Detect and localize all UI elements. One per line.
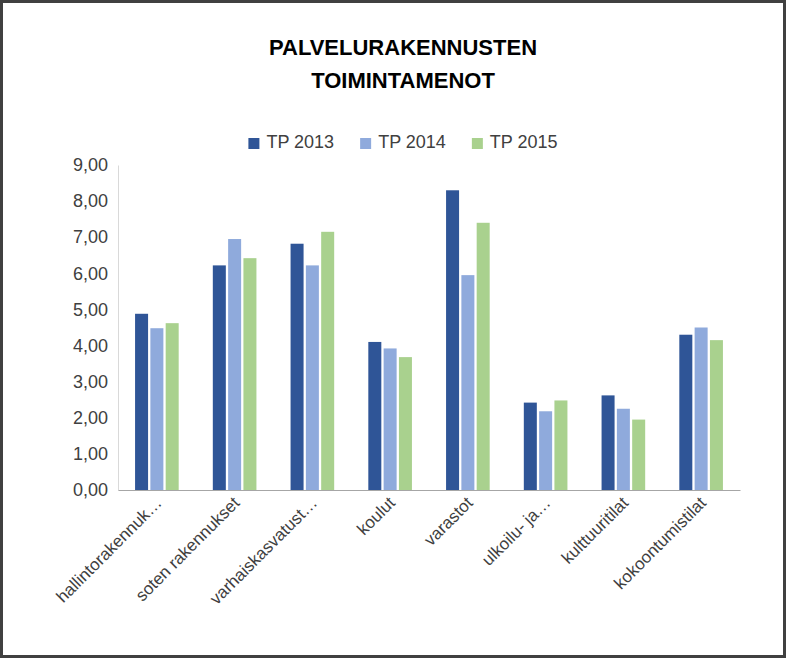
bar [602,395,615,490]
x-tick-label: varhaiskasvatust… [206,493,321,608]
x-tick: ulkoilu- ja… [478,490,554,570]
x-tick: varastot [420,490,476,550]
legend-label: TP 2015 [490,132,558,152]
bar [524,403,537,490]
bar [213,265,226,490]
y-tick-label: 7,00 [73,227,108,247]
bar [399,357,412,490]
bar [695,328,708,491]
x-tick-label: varastot [420,493,476,549]
legend-item: TP 2014 [360,132,446,152]
bar [166,323,179,490]
legend-swatch [360,138,371,149]
y-tick: 2,00 [73,408,118,428]
bar [710,340,723,490]
x-tick-label: ulkoilu- ja… [478,493,554,569]
y-axis: 0,00 1,00 2,00 3,00 4,00 5,00 6,00 7,00 8,00 9,00 [73,155,119,500]
x-axis-line [119,490,741,491]
y-tick: 5,00 [73,300,118,320]
bar [461,275,474,490]
y-tick: 7,00 [73,227,118,247]
x-tick-label: kokoontumistilat [610,493,710,593]
legend-item: TP 2015 [472,132,558,152]
legend-label: TP 2013 [266,132,334,152]
bar [135,314,148,490]
y-tick-label: 0,00 [73,480,108,500]
bar [446,190,459,490]
y-tick: 8,00 [73,191,118,211]
y-tick-label: 5,00 [73,300,108,320]
y-tick-label: 9,00 [73,155,108,175]
y-tick: 4,00 [73,336,118,356]
bar [477,223,490,490]
y-tick-label: 4,00 [73,336,108,356]
bar [632,420,645,490]
chart: PALVELURAKENNUSTEN TOIMINTAMENOT 0,00 1,00 2… [0,0,786,658]
y-tick-label: 6,00 [73,264,108,284]
chart-title: PALVELURAKENNUSTEN TOIMINTAMENOT [269,35,537,93]
bar [617,409,630,490]
legend-label: TP 2014 [378,132,446,152]
legend-swatch [472,138,483,149]
y-tick-label: 2,00 [73,408,108,428]
bar-series [166,223,723,490]
bar [243,258,256,490]
bar [384,348,397,490]
y-tick-label: 1,00 [73,444,108,464]
y-tick-label: 3,00 [73,372,108,392]
chart-frame [2,2,785,657]
y-tick-label: 8,00 [73,191,108,211]
bar [228,239,241,490]
bar [291,244,304,490]
bar [679,335,692,490]
x-tick: koulut [353,490,399,539]
x-tick-label: kulttuuritilat [558,493,632,567]
y-axis-line [118,166,119,491]
x-tick: kulttuuritilat [558,490,632,568]
y-tick: 3,00 [73,372,118,392]
bar [321,232,334,490]
bar-series [150,239,707,490]
x-tick: kokoontumistilat [610,490,710,593]
y-tick: 0,00 [73,480,118,500]
bar [150,328,163,490]
bars [135,190,723,490]
x-tick-label: koulut [353,493,399,539]
y-tick: 1,00 [73,444,118,464]
bar [306,265,319,490]
x-axis: hallintorakennuk…soten rakennuksetvarhai… [53,490,741,608]
legend-swatch [248,138,259,149]
legend: TP 2013 TP 2014 TP 2015 [248,132,557,152]
x-tick: varhaiskasvatust… [206,490,321,608]
title-line: TOIMINTAMENOT [311,68,495,93]
bar [554,400,567,490]
y-tick: 6,00 [73,264,118,284]
title-line: PALVELURAKENNUSTEN [269,35,537,60]
y-tick: 9,00 [73,155,118,175]
bar [368,342,381,490]
bar [539,411,552,490]
legend-item: TP 2013 [248,132,334,152]
bar-series [135,190,692,490]
